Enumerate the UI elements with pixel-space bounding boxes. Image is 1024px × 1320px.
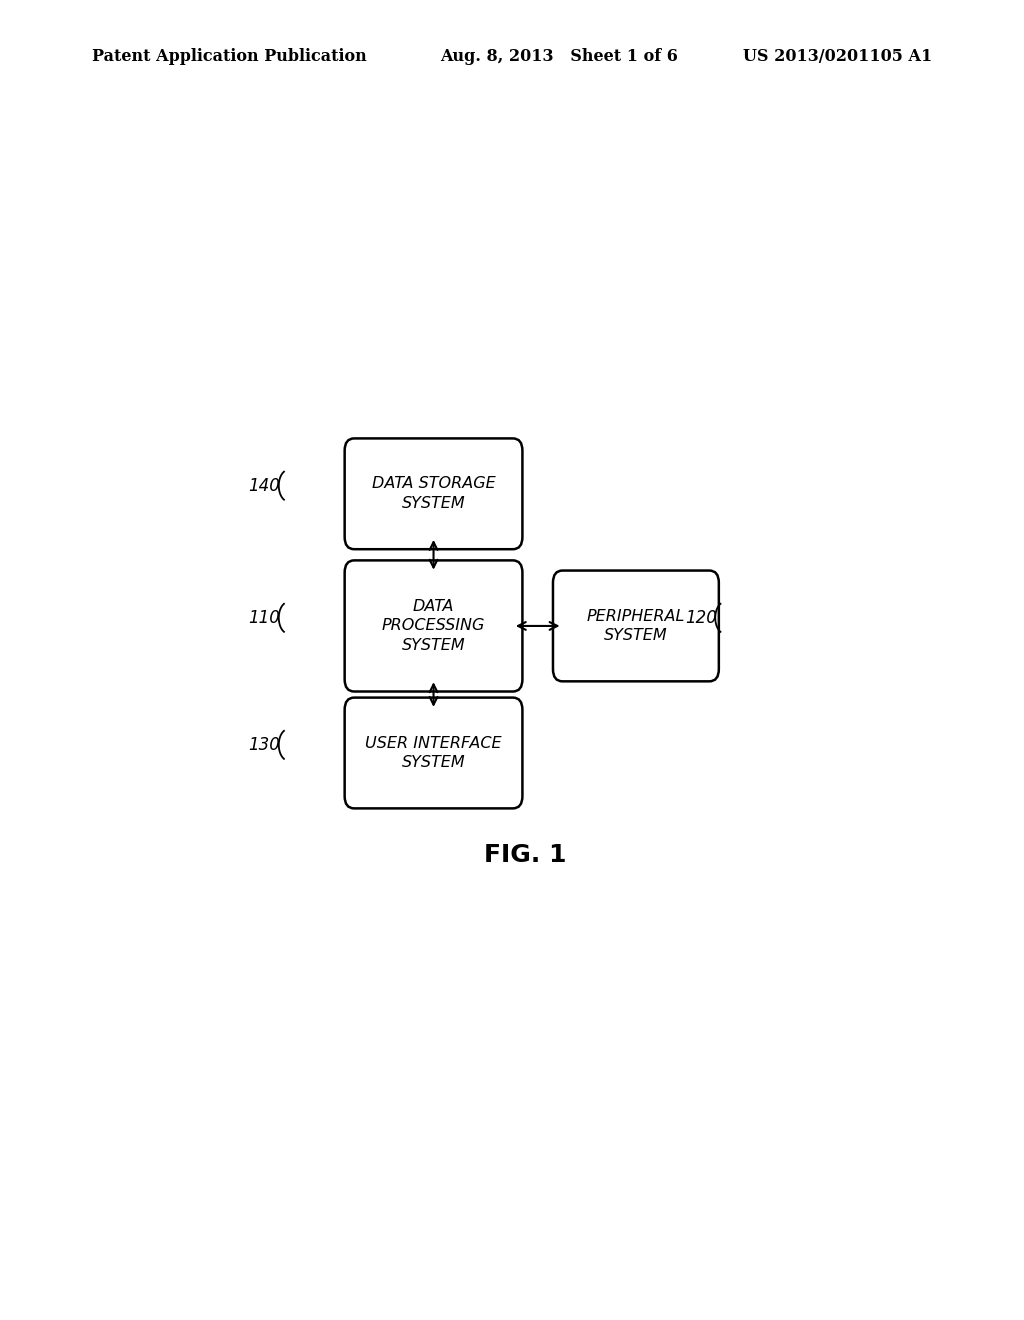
FancyBboxPatch shape [345, 561, 522, 692]
FancyBboxPatch shape [553, 570, 719, 681]
Text: DATA STORAGE
SYSTEM: DATA STORAGE SYSTEM [372, 477, 496, 511]
FancyBboxPatch shape [345, 438, 522, 549]
Text: Patent Application Publication: Patent Application Publication [92, 48, 367, 65]
Text: USER INTERFACE
SYSTEM: USER INTERFACE SYSTEM [366, 735, 502, 771]
Text: 110: 110 [249, 609, 281, 627]
Text: PERIPHERAL
SYSTEM: PERIPHERAL SYSTEM [587, 609, 685, 643]
FancyBboxPatch shape [345, 697, 522, 808]
Text: Aug. 8, 2013   Sheet 1 of 6: Aug. 8, 2013 Sheet 1 of 6 [440, 48, 678, 65]
Text: US 2013/0201105 A1: US 2013/0201105 A1 [742, 48, 932, 65]
Text: 120: 120 [685, 609, 717, 627]
Text: DATA
PROCESSING
SYSTEM: DATA PROCESSING SYSTEM [382, 599, 485, 653]
Text: 140: 140 [249, 477, 281, 495]
Text: FIG. 1: FIG. 1 [483, 842, 566, 867]
Text: 130: 130 [249, 735, 281, 754]
